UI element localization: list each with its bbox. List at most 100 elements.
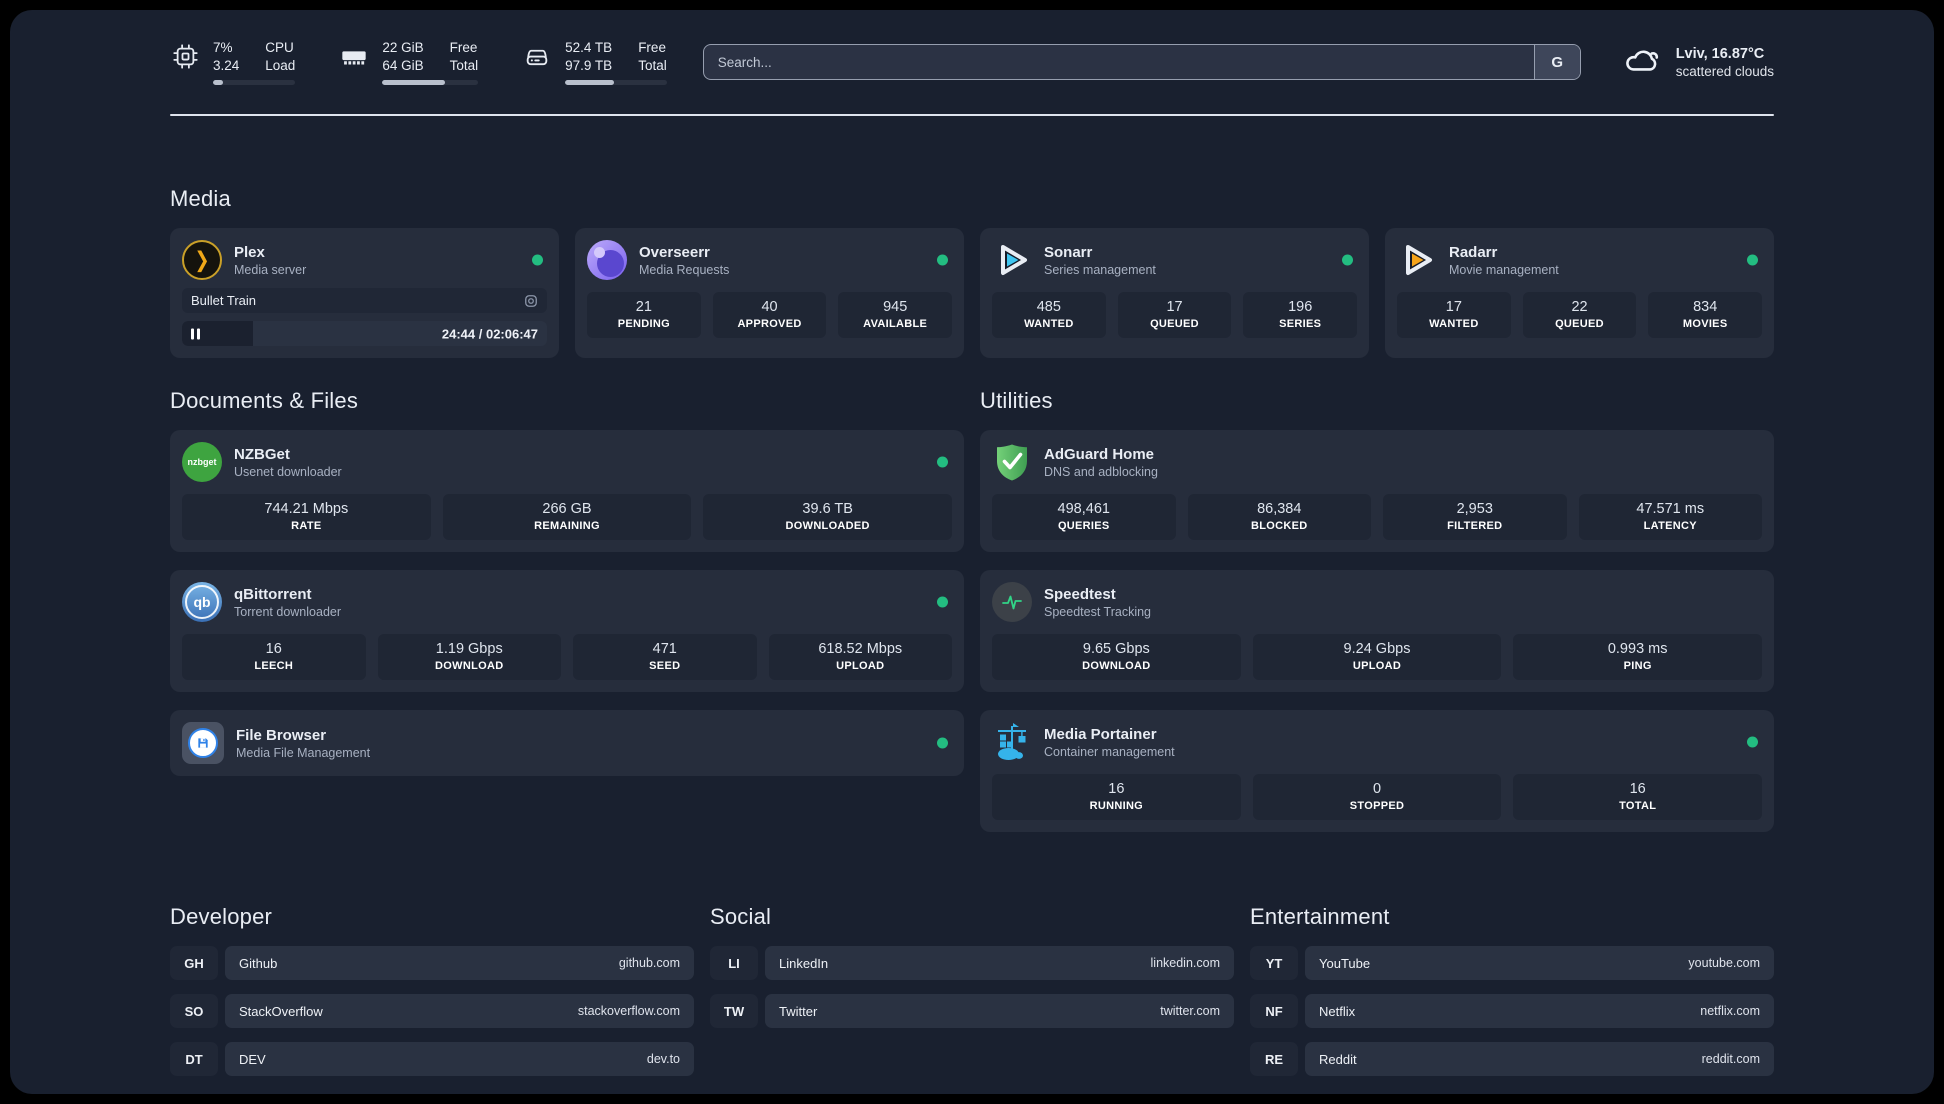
overseerr-icon <box>587 240 627 280</box>
section-title-developer: Developer <box>170 904 273 929</box>
portainer-card[interactable]: Media Portainer Container management 16 … <box>980 710 1774 832</box>
bookmark-link-stackoverflow[interactable]: StackOverflow stackoverflow.com <box>225 994 694 1028</box>
search-input[interactable] <box>702 44 1581 80</box>
stat-tile: 196 SERIES <box>1243 292 1358 338</box>
plex-card[interactable]: ❯ Plex Media server Bullet Train <box>170 228 559 358</box>
nzbget-icon: nzbget <box>182 442 222 482</box>
weather-condition: scattered clouds <box>1675 63 1774 79</box>
section-title-utilities: Utilities <box>980 388 1053 413</box>
qbittorrent-icon: qb <box>182 582 222 622</box>
search-bar: G <box>702 44 1581 80</box>
bookmark-link-twitter[interactable]: Twitter twitter.com <box>765 994 1234 1028</box>
stat-tile: 9.24 Gbps UPLOAD <box>1252 634 1502 680</box>
plex-icon: ❯ <box>182 240 222 280</box>
sonarr-icon <box>992 240 1032 280</box>
app-name: Plex <box>234 243 265 261</box>
stat-tile: 1.19 Gbps DOWNLOAD <box>377 634 561 680</box>
bookmark-link-linkedin[interactable]: LinkedIn linkedin.com <box>765 946 1234 980</box>
stat-tile: 618.52 Mbps UPLOAD <box>768 634 952 680</box>
stat-tile: 16 TOTAL <box>1513 774 1763 820</box>
bookmark-link-netflix[interactable]: Netflix netflix.com <box>1305 994 1774 1028</box>
ram-total: 64 GiB <box>382 58 424 73</box>
social-column: Social LI LinkedIn linkedin.com TW Twitt… <box>710 904 1234 1090</box>
bookmark-abbr: GH <box>170 946 218 980</box>
bookmark-abbr: SO <box>170 994 218 1028</box>
app-description: Media File Management <box>236 745 371 760</box>
stat-tile: 17 WANTED <box>1397 292 1511 338</box>
bookmark-abbr: TW <box>710 994 758 1028</box>
speedtest-card[interactable]: Speedtest Speedtest Tracking 9.65 Gbps D… <box>980 570 1774 692</box>
disk-progress <box>565 80 667 85</box>
disk-label-2: Total <box>638 58 667 73</box>
utilities-column: Utilities <box>980 388 1774 850</box>
app-description: Movie management <box>1449 262 1559 277</box>
bookmark-row: SO StackOverflow stackoverflow.com <box>170 994 694 1028</box>
cpu-progress <box>213 80 296 85</box>
stat-tile: 834 MOVIES <box>1648 292 1763 338</box>
app-name: qBittorrent <box>234 585 312 603</box>
media-grid: ❯ Plex Media server Bullet Train <box>170 228 1774 358</box>
filebrowser-icon <box>182 722 224 764</box>
app-description: Speedtest Tracking <box>1044 604 1152 619</box>
ram-label-1: Free <box>449 40 478 55</box>
app-description: Usenet downloader <box>234 464 342 479</box>
stat-tile: 40 APPROVED <box>712 292 827 338</box>
stat-tile: 22 QUEUED <box>1522 292 1637 338</box>
adguard-card[interactable]: AdGuard Home DNS and adblocking 498,461 … <box>980 430 1774 552</box>
bookmark-row: GH Github github.com <box>170 946 694 980</box>
stat-tile: 471 SEED <box>573 634 757 680</box>
filebrowser-card[interactable]: File Browser Media File Management <box>170 710 964 776</box>
ram-label-2: Total <box>449 58 479 73</box>
stat-tile: 17 QUEUED <box>1117 292 1232 338</box>
disk-stat: 52.4 TB 97.9 TB Free Total <box>522 39 667 85</box>
adguard-icon <box>992 442 1032 482</box>
bookmark-link-youtube[interactable]: YouTube youtube.com <box>1305 946 1774 980</box>
app-name: NZBGet <box>234 445 290 463</box>
app-description: DNS and adblocking <box>1044 464 1158 479</box>
app-name: AdGuard Home <box>1044 445 1155 463</box>
documents-column: Documents & Files nzbget NZBGet Usenet d… <box>170 388 964 850</box>
bookmark-abbr: LI <box>710 946 758 980</box>
portainer-icon <box>992 722 1032 762</box>
bookmark-abbr: NF <box>1250 994 1298 1028</box>
stat-tile: 39.6 TB DOWNLOADED <box>703 494 953 540</box>
cpu-label-1: CPU <box>265 40 294 55</box>
cpu-icon <box>170 39 200 73</box>
app-name: Sonarr <box>1044 243 1093 261</box>
weather-location-temp: Lviv, 16.87°C <box>1675 45 1765 62</box>
now-playing-row: Bullet Train <box>182 288 547 313</box>
cpu-usage: 7% <box>213 40 233 55</box>
entertainment-column: Entertainment YT YouTube youtube.com NF … <box>1250 904 1774 1090</box>
stat-tile: 0.993 ms PING <box>1513 634 1763 680</box>
search-engine-button[interactable]: G <box>1533 45 1580 79</box>
overseerr-card[interactable]: Overseerr Media Requests 21 PENDING 40 A… <box>575 228 964 358</box>
status-dot <box>1747 254 1758 266</box>
disk-total: 97.9 TB <box>565 58 613 73</box>
radarr-icon <box>1397 240 1437 280</box>
ram-progress <box>382 80 479 85</box>
cloud-icon <box>1623 44 1663 81</box>
ram-icon <box>339 39 369 73</box>
nzbget-card[interactable]: nzbget NZBGet Usenet downloader 744.21 M… <box>170 430 964 552</box>
stat-tile: 485 WANTED <box>992 292 1106 338</box>
bookmark-link-dev[interactable]: DEV dev.to <box>225 1042 694 1076</box>
radarr-card[interactable]: Radarr Movie management 17 WANTED 22 QUE… <box>1385 228 1774 358</box>
bookmark-link-github[interactable]: Github github.com <box>225 946 694 980</box>
cpu-load-avg: 3.24 <box>213 58 240 73</box>
status-dot <box>1342 254 1353 266</box>
sonarr-card[interactable]: Sonarr Series management 485 WANTED 17 Q… <box>980 228 1369 358</box>
bookmark-row: LI LinkedIn linkedin.com <box>710 946 1234 980</box>
bookmark-row: RE Reddit reddit.com <box>1250 1042 1774 1076</box>
qbittorrent-card[interactable]: qb qBittorrent Torrent downloader 16 LEE… <box>170 570 964 692</box>
stat-tile: 16 LEECH <box>182 634 366 680</box>
bookmark-link-reddit[interactable]: Reddit reddit.com <box>1305 1042 1774 1076</box>
bookmark-abbr: DT <box>170 1042 218 1076</box>
disk-icon <box>522 39 552 73</box>
stat-tile: 2,953 FILTERED <box>1383 494 1567 540</box>
stat-tile: 86,384 BLOCKED <box>1187 494 1371 540</box>
app-description: Media server <box>234 262 307 277</box>
section-title-documents: Documents & Files <box>170 388 359 413</box>
stat-tile: 47.571 ms LATENCY <box>1578 494 1762 540</box>
app-name: Overseerr <box>639 243 710 261</box>
